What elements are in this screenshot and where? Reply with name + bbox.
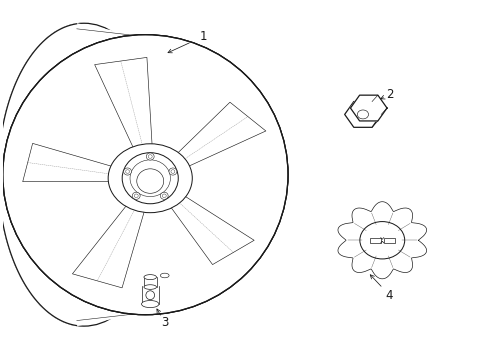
- Ellipse shape: [143, 275, 156, 280]
- Polygon shape: [37, 74, 111, 147]
- Ellipse shape: [145, 291, 154, 300]
- Ellipse shape: [141, 301, 159, 307]
- Ellipse shape: [160, 273, 169, 278]
- Ellipse shape: [169, 168, 177, 175]
- Ellipse shape: [132, 192, 140, 199]
- Polygon shape: [72, 202, 145, 288]
- Ellipse shape: [108, 144, 192, 213]
- Text: 1: 1: [199, 30, 207, 43]
- Ellipse shape: [132, 192, 140, 199]
- Polygon shape: [204, 154, 266, 219]
- Polygon shape: [166, 193, 254, 265]
- Text: 2: 2: [385, 89, 392, 102]
- Ellipse shape: [123, 168, 131, 175]
- Polygon shape: [171, 102, 265, 169]
- Ellipse shape: [122, 153, 178, 204]
- Polygon shape: [0, 24, 133, 325]
- Ellipse shape: [3, 35, 287, 315]
- Ellipse shape: [146, 153, 154, 160]
- Polygon shape: [95, 57, 152, 152]
- Polygon shape: [137, 230, 202, 294]
- Polygon shape: [72, 202, 145, 288]
- Ellipse shape: [137, 169, 163, 193]
- Polygon shape: [28, 190, 101, 260]
- Polygon shape: [22, 143, 121, 182]
- Polygon shape: [337, 202, 426, 279]
- Ellipse shape: [123, 168, 131, 175]
- Polygon shape: [154, 57, 223, 126]
- Polygon shape: [350, 95, 386, 121]
- Ellipse shape: [3, 35, 287, 315]
- Ellipse shape: [359, 221, 404, 259]
- Polygon shape: [95, 57, 152, 152]
- Ellipse shape: [137, 169, 163, 193]
- Text: 3: 3: [161, 316, 168, 329]
- FancyBboxPatch shape: [143, 277, 156, 287]
- Ellipse shape: [146, 153, 154, 160]
- Ellipse shape: [122, 153, 178, 204]
- Polygon shape: [344, 102, 381, 127]
- Polygon shape: [166, 193, 254, 265]
- Ellipse shape: [160, 192, 168, 199]
- Polygon shape: [171, 102, 265, 169]
- Text: 4: 4: [385, 289, 392, 302]
- Ellipse shape: [108, 144, 192, 213]
- FancyBboxPatch shape: [141, 286, 159, 304]
- Ellipse shape: [169, 168, 177, 175]
- Polygon shape: [22, 143, 121, 182]
- Ellipse shape: [143, 285, 156, 289]
- Ellipse shape: [160, 192, 168, 199]
